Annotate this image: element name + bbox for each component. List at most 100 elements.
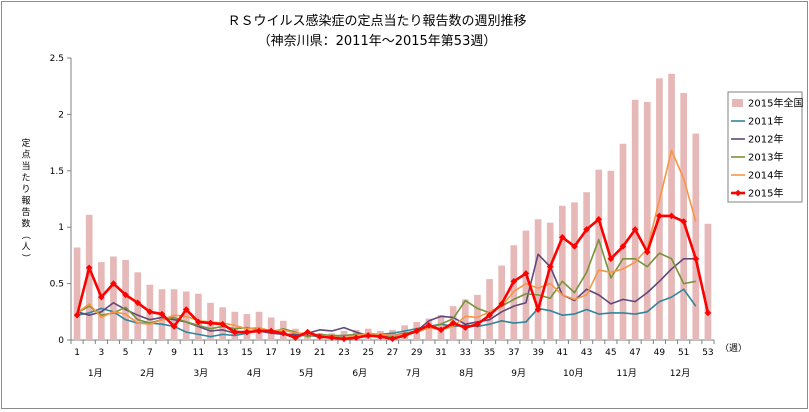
bar	[583, 192, 590, 340]
data-point	[595, 216, 603, 223]
data-point	[182, 306, 190, 313]
bar	[486, 279, 493, 340]
legend-box	[727, 91, 803, 203]
bar	[461, 299, 469, 340]
data-point	[498, 300, 505, 308]
bar	[571, 202, 578, 340]
data-point	[680, 218, 687, 225]
data-point	[98, 293, 105, 301]
y-tick-label: 1	[58, 223, 64, 233]
data-point	[449, 319, 457, 327]
data-point	[656, 212, 663, 220]
y-axis-label-char: 報	[21, 196, 30, 207]
x-tick-label: 35	[484, 348, 495, 358]
month-label: 4月	[247, 368, 262, 379]
data-point	[377, 333, 384, 340]
legend: 2015年全国 2011年 2012年 2013年 2014年 2015年	[727, 91, 803, 203]
data-point	[207, 319, 214, 327]
bar	[619, 143, 627, 340]
data-point	[231, 328, 239, 336]
series-line	[76, 288, 697, 338]
data-point	[534, 306, 542, 313]
data-point	[461, 324, 469, 331]
x-tick-label: 11	[193, 348, 204, 358]
bar	[643, 101, 651, 340]
data-point	[607, 255, 615, 263]
data-point	[267, 327, 275, 335]
x-tick-label: 31	[435, 348, 446, 358]
data-point	[328, 334, 336, 342]
x-tick-label: 41	[557, 348, 568, 358]
data-point	[352, 334, 360, 342]
data-point	[474, 320, 481, 328]
bar	[85, 214, 93, 340]
data-point	[73, 311, 81, 319]
x-tick-label: 27	[387, 348, 398, 358]
y-axis-label-char: ）	[20, 253, 31, 262]
y-axis-label-char: （	[20, 230, 31, 239]
month-label: 11月	[616, 368, 636, 379]
data-point	[134, 299, 142, 307]
bar	[692, 133, 700, 340]
bar	[668, 73, 675, 341]
x-tick-label: 7	[147, 348, 153, 358]
y-tick-label: 2	[58, 110, 64, 120]
x-tick-label: 43	[581, 348, 592, 358]
x-tick-label: 49	[654, 348, 666, 358]
month-label: 10月	[563, 368, 583, 379]
bar	[122, 259, 129, 340]
y-axis-label-char: 人	[21, 242, 30, 253]
legend-label: 2015年全国	[748, 97, 803, 110]
data-point	[292, 334, 299, 342]
data-point	[668, 212, 675, 220]
data-point	[304, 328, 311, 336]
y-axis-label-char: 点	[21, 150, 30, 161]
x-tick-label: 25	[363, 348, 374, 358]
data-point	[219, 320, 226, 328]
x-tick-label: 45	[605, 348, 616, 358]
legend-label: 2015年	[748, 187, 783, 200]
data-point	[340, 335, 348, 343]
x-tick-label: 19	[290, 348, 302, 358]
x-axis-label: （週）	[720, 343, 747, 354]
data-point	[546, 263, 554, 270]
data-point	[255, 327, 263, 335]
data-point	[486, 311, 493, 319]
data-point	[401, 332, 408, 339]
bar	[546, 222, 554, 340]
x-tick-label: 23	[338, 348, 349, 358]
legend-label: 2013年	[748, 151, 783, 164]
x-tick-label: 9	[171, 348, 177, 358]
y-axis-label-char: 数	[21, 218, 30, 230]
x-tick-label: 5	[123, 348, 129, 358]
data-point	[195, 318, 202, 326]
legend-label: 2014年	[748, 169, 783, 182]
data-point	[510, 278, 518, 285]
x-tick-label: 29	[411, 348, 423, 358]
data-point	[571, 243, 578, 250]
bar	[195, 293, 202, 340]
data-point	[522, 270, 530, 277]
bar	[595, 169, 603, 340]
legend-label: 2012年	[748, 133, 783, 146]
chart-subtitle: （神奈川県：2011年～2015年第53週）	[258, 34, 497, 49]
data-point	[280, 329, 287, 337]
plot-area: 00.511.522.51 3 5 7 9 11 13 15 17 19 21 23 25 27 29 31 3…	[50, 54, 715, 379]
month-label: 2月	[140, 368, 155, 379]
bar	[255, 311, 263, 340]
month-label: 9月	[511, 368, 526, 379]
month-label: 1月	[88, 368, 103, 379]
x-tick-label: 53	[702, 348, 713, 358]
y-axis-label-char: 告	[21, 206, 30, 218]
bar	[656, 78, 663, 340]
month-label: 12月	[670, 368, 690, 379]
x-tick-label: 21	[314, 348, 325, 358]
data-point	[122, 291, 129, 299]
y-axis-label: 定点当たり報告数（ 人）	[20, 137, 31, 263]
data-point	[437, 326, 445, 334]
data-point	[110, 280, 117, 287]
month-label: 7月	[406, 368, 421, 379]
bar	[425, 318, 433, 340]
x-tick-label: 39	[532, 348, 544, 358]
